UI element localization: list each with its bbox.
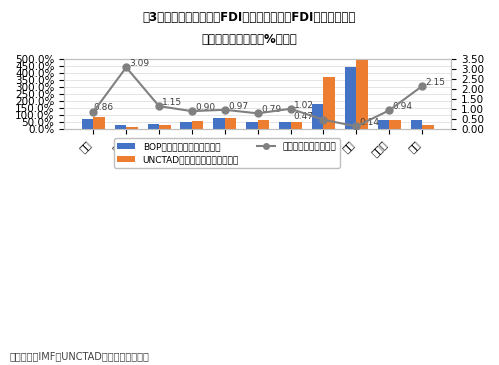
Bar xyxy=(148,124,159,129)
二者之比（右轴，倍） xyxy=(254,111,260,116)
Bar xyxy=(356,59,368,129)
Bar xyxy=(279,122,290,129)
Text: 0.79: 0.79 xyxy=(261,105,281,114)
Text: 1.15: 1.15 xyxy=(162,98,183,107)
Text: 1.02: 1.02 xyxy=(294,101,314,110)
Bar xyxy=(225,118,237,129)
Text: 资料来源：IMF；UNCTAD；万得；中银证券: 资料来源：IMF；UNCTAD；万得；中银证券 xyxy=(10,351,150,361)
Bar xyxy=(246,122,257,129)
Bar xyxy=(378,120,389,129)
Text: 图3：世界及前十大利用FDI经济体两个口径FDI数值年度变动: 图3：世界及前十大利用FDI经济体两个口径FDI数值年度变动 xyxy=(143,11,356,24)
二者之比（右轴，倍） xyxy=(156,104,162,108)
Text: 3.09: 3.09 xyxy=(129,59,150,68)
二者之比（右轴，倍） xyxy=(386,108,392,112)
Bar xyxy=(290,122,302,129)
Bar xyxy=(345,67,356,129)
Bar xyxy=(159,124,171,129)
Bar xyxy=(213,118,225,129)
Text: 0.47: 0.47 xyxy=(293,112,313,121)
二者之比（右轴，倍） xyxy=(353,124,359,128)
Bar xyxy=(82,119,93,129)
Bar xyxy=(422,125,434,129)
Text: 0.86: 0.86 xyxy=(93,103,113,112)
Text: 标准差对比（单位：%；倍）: 标准差对比（单位：%；倍） xyxy=(202,33,297,46)
Text: 0.94: 0.94 xyxy=(393,102,413,111)
Bar xyxy=(192,121,204,129)
Text: 0.14: 0.14 xyxy=(360,118,380,127)
Bar xyxy=(126,127,138,129)
Bar xyxy=(389,120,401,129)
二者之比（右轴，倍） xyxy=(123,65,129,70)
二者之比（右轴，倍） xyxy=(90,110,96,114)
Bar xyxy=(115,124,126,129)
二者之比（右轴，倍） xyxy=(189,109,195,114)
Bar xyxy=(257,120,269,129)
Line: 二者之比（右轴，倍）: 二者之比（右轴，倍） xyxy=(90,64,426,130)
Legend: BOP口径年度同比变动标准差, UNCTAD口径年度同比变动标准差, 二者之比（右轴，倍）: BOP口径年度同比变动标准差, UNCTAD口径年度同比变动标准差, 二者之比（… xyxy=(114,138,340,168)
二者之比（右轴，倍） xyxy=(320,118,326,122)
二者之比（右轴，倍） xyxy=(287,107,293,111)
Bar xyxy=(411,120,422,129)
Bar xyxy=(312,104,323,129)
Text: 0.90: 0.90 xyxy=(195,103,216,112)
Bar xyxy=(93,117,105,129)
二者之比（右轴，倍） xyxy=(222,108,228,112)
Bar xyxy=(181,122,192,129)
二者之比（右轴，倍） xyxy=(419,84,425,88)
Bar xyxy=(323,77,335,129)
Text: 0.97: 0.97 xyxy=(228,102,248,111)
Text: 2.15: 2.15 xyxy=(425,78,445,87)
